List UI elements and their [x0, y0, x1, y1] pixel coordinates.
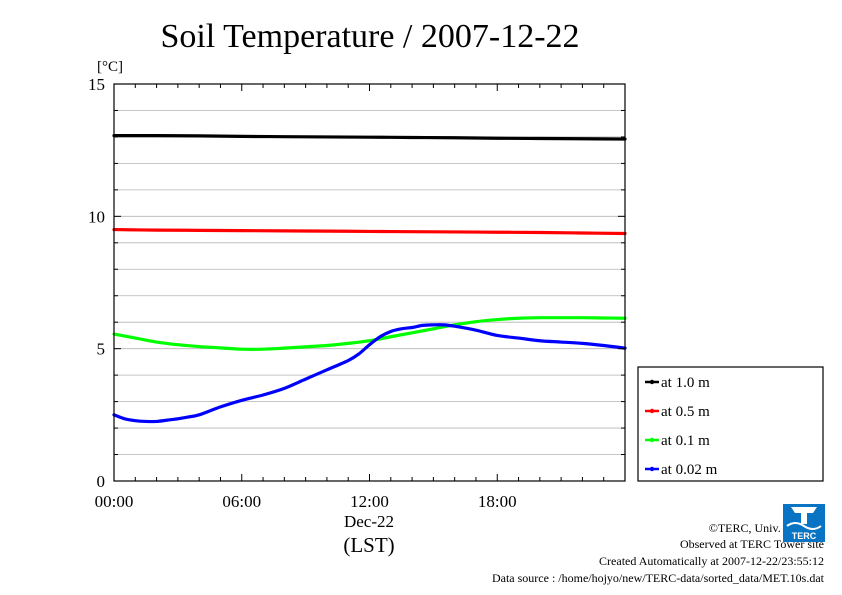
- logo-text: TERC: [792, 531, 817, 541]
- grid-lines: [114, 110, 625, 455]
- x-tick-label: 00:00: [95, 492, 134, 511]
- legend-label-1: at 0.5 m: [661, 404, 710, 420]
- chart-title: Soil Temperature / 2007-12-22: [160, 18, 579, 55]
- terc-logo: TERC: [783, 504, 825, 542]
- series-layer: [112, 133, 627, 424]
- legend-box: [637, 366, 824, 482]
- y-axis-unit: [°C]: [97, 59, 123, 75]
- y-tick-label: 5: [97, 340, 106, 359]
- series-line-1: [112, 227, 627, 236]
- series-line-2: [112, 316, 627, 351]
- x-axis-ticks: 00:00 06:00 12:00 18:00: [95, 84, 626, 511]
- legend: at 1.0 m at 0.5 m at 0.1 m at 0.02 m: [637, 366, 824, 482]
- legend-marker-1: [649, 408, 655, 414]
- series-line-0: [112, 133, 627, 141]
- y-axis-ticks: 0 5 10 15: [88, 75, 625, 491]
- x-axis-timezone-label: (LST): [343, 533, 394, 557]
- logo-t-shape: [791, 507, 817, 524]
- legend-label-2: at 0.1 m: [661, 433, 710, 449]
- legend-marker-3: [649, 466, 655, 472]
- legend-marker-2: [649, 437, 655, 443]
- y-tick-label: 0: [97, 472, 106, 491]
- logo-wave: [786, 522, 822, 530]
- x-tick-label: 06:00: [222, 492, 261, 511]
- footer-created: Created Automatically at 2007-12-22/23:5…: [599, 554, 824, 568]
- x-tick-label: 18:00: [478, 492, 517, 511]
- footer-source: Data source : /home/hojyo/new/TERC-data/…: [491, 571, 824, 585]
- legend-label-3: at 0.02 m: [661, 462, 718, 478]
- legend-label-0: at 1.0 m: [661, 375, 710, 391]
- y-tick-label: 10: [88, 207, 105, 226]
- x-axis-date-label: Dec-22: [344, 512, 394, 531]
- legend-marker-0: [649, 379, 655, 385]
- series-line-3: [112, 323, 627, 424]
- plot-frame: [113, 83, 626, 482]
- y-tick-label: 15: [88, 75, 105, 94]
- x-tick-label: 12:00: [350, 492, 389, 511]
